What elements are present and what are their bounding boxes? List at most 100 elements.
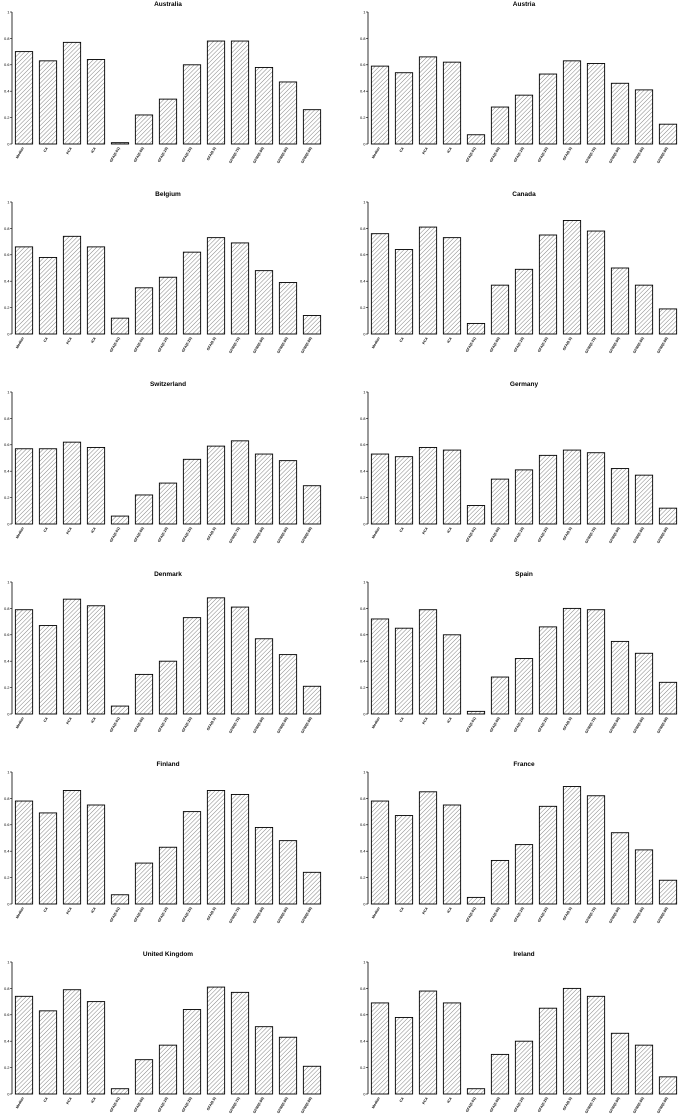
category-label: GFA(0.25) bbox=[181, 146, 193, 163]
category-label: GFRI(0.95) bbox=[632, 906, 645, 924]
bar bbox=[490, 1053, 510, 1095]
bar bbox=[466, 322, 486, 335]
bar bbox=[466, 134, 486, 145]
bar bbox=[278, 840, 298, 905]
bar bbox=[254, 270, 274, 335]
category-label: GFRI(0.99) bbox=[656, 146, 669, 164]
chart-panel: United Kingdom 0 0.2 0.4 0.6 0.8 1 Median CA PCA I… bbox=[4, 951, 322, 1114]
bar bbox=[418, 990, 438, 1095]
category-label: PCA bbox=[422, 336, 429, 345]
bar bbox=[538, 454, 558, 525]
y-tick-label: 0 bbox=[363, 521, 366, 526]
category-label: PCA bbox=[66, 526, 73, 535]
bar bbox=[538, 626, 558, 715]
bar bbox=[278, 1036, 298, 1095]
bar bbox=[586, 452, 606, 525]
bar bbox=[230, 991, 250, 1095]
bar bbox=[14, 609, 34, 715]
category-label: CA bbox=[43, 1096, 49, 1103]
category-label: GFA(0.05) bbox=[489, 1096, 501, 1113]
category-label: Median bbox=[15, 1097, 25, 1110]
category-label: ICA bbox=[446, 906, 453, 914]
category-label: GFRI(0.95) bbox=[276, 716, 289, 734]
category-label: GFRI(0.99) bbox=[656, 526, 669, 544]
bar bbox=[514, 658, 534, 715]
bar bbox=[278, 460, 298, 525]
category-label: GFRI(0.75) bbox=[228, 716, 241, 734]
category-label: CA bbox=[43, 146, 49, 153]
chart-title: Belgium bbox=[155, 191, 181, 198]
category-label: ICA bbox=[90, 526, 97, 534]
chart-title: Ireland bbox=[513, 951, 534, 958]
chart-panel: Denmark 0 0.2 0.4 0.6 0.8 1 Median CA PCA ICA GFA(0… bbox=[4, 571, 322, 734]
bar bbox=[38, 60, 58, 145]
category-label: GFRI(0.90) bbox=[252, 336, 265, 354]
category-label: ICA bbox=[90, 716, 97, 724]
category-label: GFRI(0.75) bbox=[584, 1096, 597, 1114]
bar bbox=[418, 446, 438, 525]
category-label: GFA(0.01) bbox=[465, 1096, 477, 1113]
bar bbox=[206, 986, 226, 1095]
category-label: CA bbox=[399, 716, 405, 723]
category-label: Median bbox=[15, 147, 25, 160]
category-label: GFRI(0.95) bbox=[276, 336, 289, 354]
y-tick-label: 0.4 bbox=[360, 659, 366, 664]
bar bbox=[658, 681, 678, 715]
bar bbox=[418, 226, 438, 335]
category-label: GFRI(0.75) bbox=[584, 526, 597, 544]
category-label: GFRI(0.90) bbox=[252, 526, 265, 544]
category-label: ICA bbox=[90, 336, 97, 344]
category-label: GFA(0.10) bbox=[513, 716, 525, 733]
bar bbox=[254, 66, 274, 145]
category-label: GFA(0.5) bbox=[206, 146, 217, 161]
bar bbox=[514, 268, 534, 335]
bar bbox=[370, 800, 390, 905]
category-label: CA bbox=[399, 336, 405, 343]
bar bbox=[62, 790, 82, 905]
chart-title: Germany bbox=[510, 381, 539, 388]
bar bbox=[86, 59, 106, 145]
category-label: GFRI(0.75) bbox=[228, 336, 241, 354]
bar bbox=[634, 89, 654, 145]
bar bbox=[254, 826, 274, 905]
y-tick-label: 0.8 bbox=[4, 36, 10, 41]
y-tick-label: 0.2 bbox=[360, 495, 366, 500]
chart-title: United Kingdom bbox=[143, 951, 193, 958]
chart-panel: Switzerland 0 0.2 0.4 0.6 0.8 1 Median CA PCA ICA G… bbox=[4, 381, 322, 544]
category-label: GFRI(0.75) bbox=[228, 1096, 241, 1114]
bar bbox=[586, 230, 606, 335]
category-label: GFA(0.05) bbox=[489, 526, 501, 543]
category-label: GFRI(0.90) bbox=[252, 1096, 265, 1114]
y-tick-label: 0 bbox=[363, 711, 366, 716]
category-label: GFA(0.01) bbox=[109, 336, 121, 353]
bar bbox=[110, 894, 130, 905]
category-label: GFA(0.5) bbox=[206, 906, 217, 921]
category-label: GFRI(0.75) bbox=[584, 906, 597, 924]
category-label: ICA bbox=[446, 146, 453, 154]
category-label: GFRI(0.99) bbox=[656, 1096, 669, 1114]
category-label: GFA(0.5) bbox=[206, 526, 217, 541]
category-label: GFRI(0.99) bbox=[300, 526, 313, 544]
bar bbox=[634, 284, 654, 335]
bar bbox=[14, 995, 34, 1095]
category-label: GFA(0.05) bbox=[133, 336, 145, 353]
category-label: CA bbox=[399, 906, 405, 913]
category-label: GFA(0.25) bbox=[181, 336, 193, 353]
category-label: CA bbox=[399, 1096, 405, 1103]
category-label: GFRI(0.90) bbox=[252, 716, 265, 734]
y-tick-label: 0.4 bbox=[4, 659, 10, 664]
y-tick-label: 1 bbox=[363, 389, 366, 394]
category-label: GFRI(0.95) bbox=[276, 146, 289, 164]
y-tick-label: 0.6 bbox=[360, 252, 366, 257]
bar bbox=[394, 72, 414, 145]
y-tick-label: 0.4 bbox=[360, 1039, 366, 1044]
bar bbox=[182, 458, 202, 525]
category-label: GFRI(0.75) bbox=[228, 906, 241, 924]
category-label: Median bbox=[371, 527, 381, 540]
category-label: GFA(0.25) bbox=[181, 1096, 193, 1113]
y-tick-label: 0.2 bbox=[4, 495, 10, 500]
category-label: GFA(0.01) bbox=[465, 716, 477, 733]
category-label: GFRI(0.75) bbox=[228, 146, 241, 164]
category-label: Median bbox=[371, 717, 381, 730]
